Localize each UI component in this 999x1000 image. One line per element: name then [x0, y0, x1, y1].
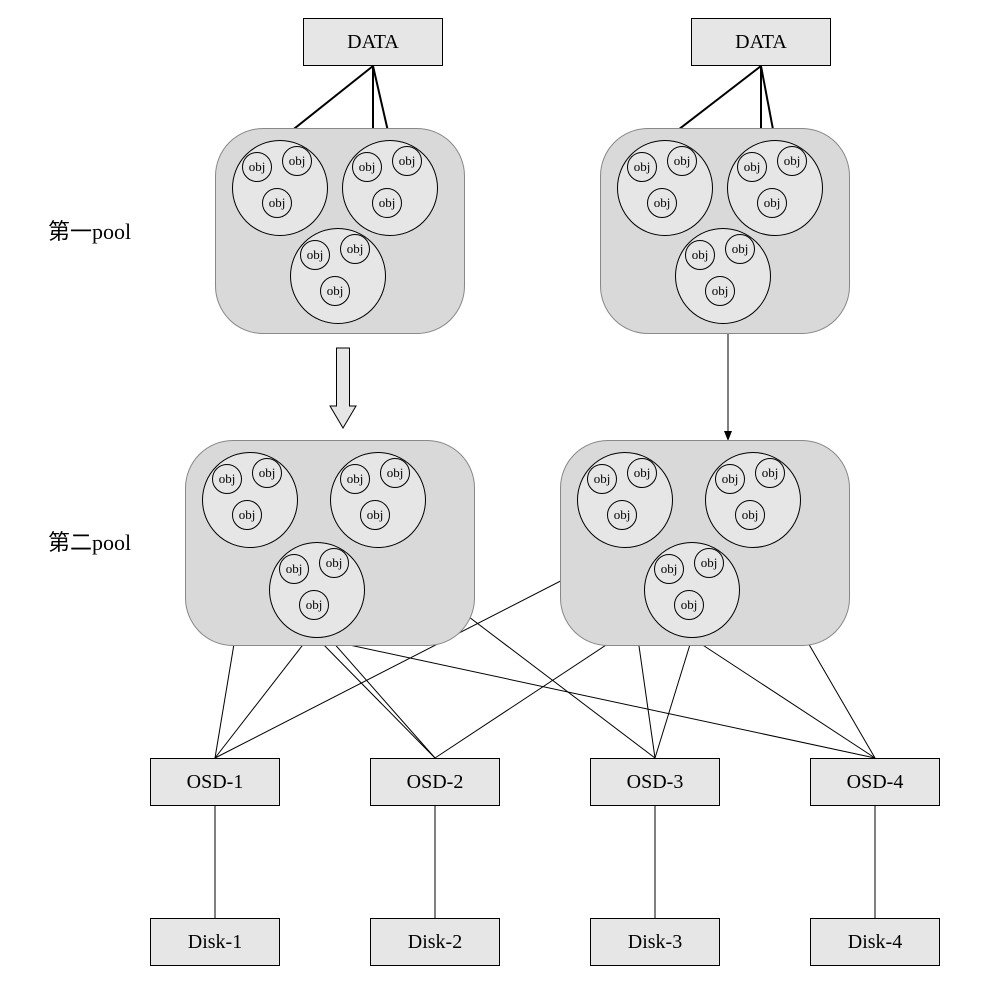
- obj: obj: [647, 188, 677, 218]
- obj: obj: [715, 464, 745, 494]
- obj: obj: [587, 464, 617, 494]
- obj: obj: [360, 500, 390, 530]
- obj: obj: [667, 146, 697, 176]
- osd-box-2: OSD-3: [590, 758, 720, 806]
- obj: obj: [300, 240, 330, 270]
- obj: obj: [735, 500, 765, 530]
- obj: obj: [242, 152, 272, 182]
- disk-box-2: Disk-3: [590, 918, 720, 966]
- obj: obj: [705, 276, 735, 306]
- osd-box-0: OSD-1: [150, 758, 280, 806]
- obj: obj: [340, 464, 370, 494]
- obj: obj: [392, 146, 422, 176]
- obj: obj: [340, 234, 370, 264]
- data-box-1: DATA: [691, 18, 831, 66]
- obj: obj: [380, 458, 410, 488]
- pool-label-0: 第一pool: [48, 214, 131, 246]
- data-box-0: DATA: [303, 18, 443, 66]
- obj: obj: [627, 458, 657, 488]
- obj: obj: [299, 590, 329, 620]
- obj: obj: [212, 464, 242, 494]
- obj: obj: [755, 458, 785, 488]
- obj: obj: [372, 188, 402, 218]
- obj: obj: [262, 188, 292, 218]
- obj: obj: [654, 554, 684, 584]
- obj: obj: [694, 548, 724, 578]
- obj: obj: [252, 458, 282, 488]
- obj: obj: [320, 276, 350, 306]
- obj: obj: [279, 554, 309, 584]
- obj: obj: [757, 188, 787, 218]
- obj: obj: [725, 234, 755, 264]
- obj: obj: [232, 500, 262, 530]
- obj: obj: [685, 240, 715, 270]
- obj: obj: [674, 590, 704, 620]
- obj: obj: [627, 152, 657, 182]
- obj: obj: [282, 146, 312, 176]
- osd-box-3: OSD-4: [810, 758, 940, 806]
- obj: obj: [607, 500, 637, 530]
- obj: obj: [737, 152, 767, 182]
- obj: obj: [777, 146, 807, 176]
- obj: obj: [319, 548, 349, 578]
- pool-label-1: 第二pool: [48, 525, 131, 557]
- disk-box-0: Disk-1: [150, 918, 280, 966]
- obj: obj: [352, 152, 382, 182]
- disk-box-1: Disk-2: [370, 918, 500, 966]
- osd-box-1: OSD-2: [370, 758, 500, 806]
- disk-box-3: Disk-4: [810, 918, 940, 966]
